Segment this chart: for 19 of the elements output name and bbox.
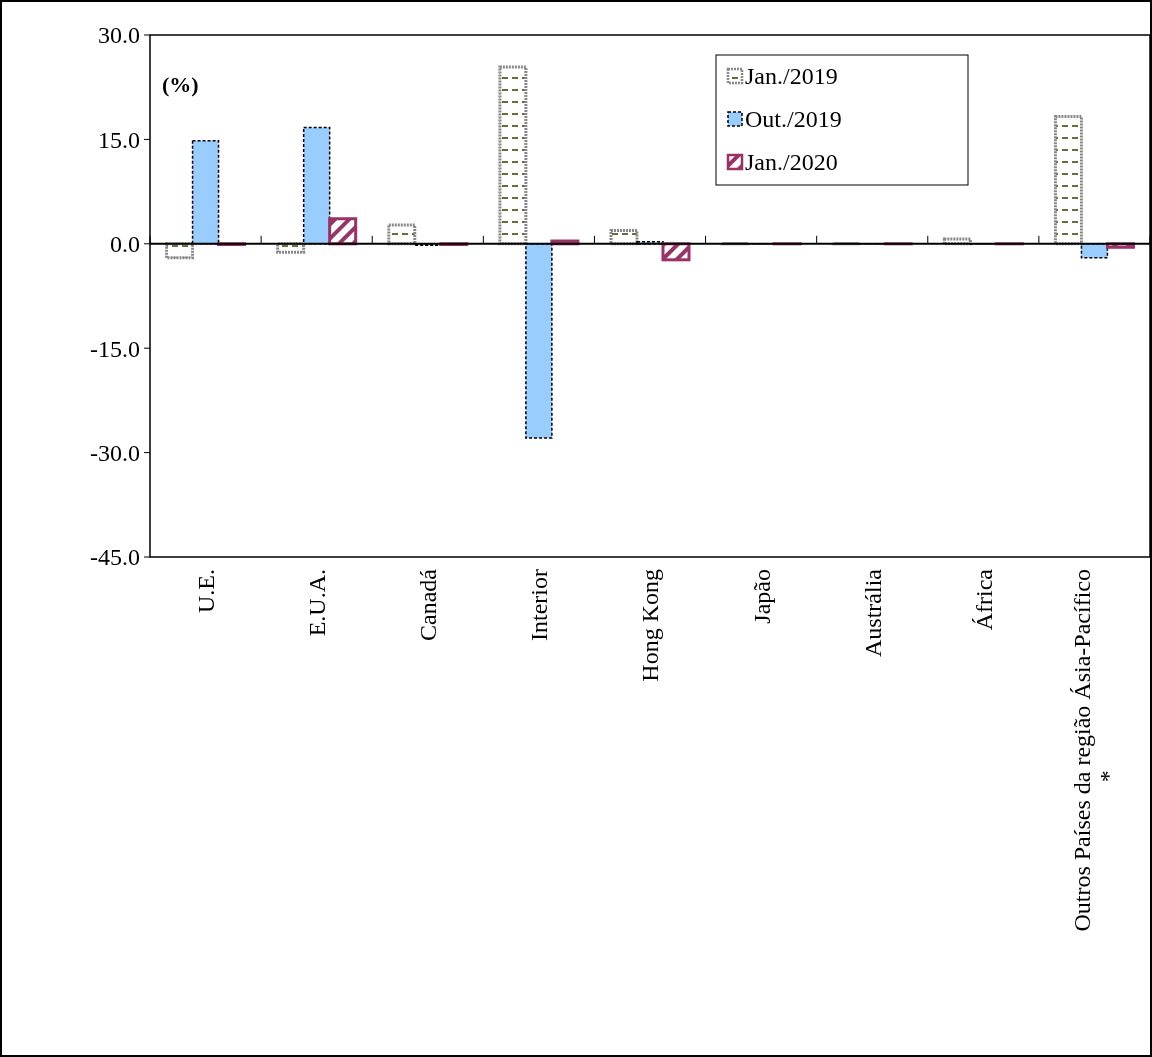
y-tick-label: 15.0 (98, 126, 140, 153)
annotation: (%) (162, 72, 199, 97)
y-tick-label: -15.0 (90, 335, 140, 362)
y-tick-label: 0.0 (110, 231, 140, 258)
x-tick-label: Hong Kong (637, 569, 664, 682)
x-tick-label: Outros Países da região Ásia-Pacífico * (1068, 569, 1122, 932)
x-tick-label: E.U.A. (304, 569, 331, 637)
x-tick-label: U.E. (192, 569, 219, 613)
x-tick-label: Austrália (859, 568, 886, 657)
x-tick-label: Canadá (415, 568, 442, 641)
y-tick-label: 30.0 (98, 22, 140, 49)
legend-label: Out./2019 (745, 106, 842, 133)
x-tick-label: Japão (748, 569, 775, 624)
x-tick-label: Interior (526, 569, 553, 641)
x-tick-label: África (970, 568, 997, 631)
legend-label: Jan./2019 (745, 63, 838, 90)
legend-label: Jan./2020 (745, 149, 838, 176)
y-tick-label: -30.0 (90, 440, 140, 466)
y-tick-label: -45.0 (90, 544, 140, 571)
